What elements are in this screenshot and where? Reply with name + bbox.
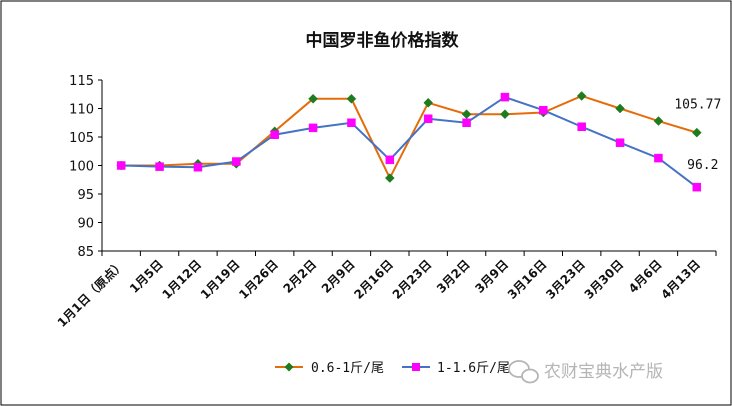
- data-point: [193, 162, 203, 172]
- annotation-label: 105.77: [674, 98, 721, 113]
- watermark-text: 农财宝典水产版: [544, 362, 663, 382]
- data-point: [691, 127, 702, 138]
- series-layer: 105.77 96.2: [116, 91, 721, 192]
- data-point: [155, 162, 164, 171]
- data-point: [539, 105, 548, 115]
- data-point: [576, 91, 587, 101]
- legend-item: 0.6-1斤/尾: [275, 361, 384, 376]
- data-point: [500, 109, 510, 120]
- data-point: [384, 173, 395, 183]
- watermark: 农财宝典水产版: [508, 360, 663, 384]
- chart-title: 中国罗非鱼价格指数: [306, 30, 460, 51]
- data-point: [462, 118, 471, 127]
- y-tick-label: 100: [69, 160, 94, 175]
- data-point: [270, 130, 279, 139]
- legend-marker: [412, 363, 420, 371]
- data-point: [308, 93, 318, 104]
- data-point: [116, 161, 126, 170]
- data-point: [654, 153, 663, 163]
- y-tick-label: 105: [69, 131, 94, 146]
- data-point: [423, 114, 433, 124]
- y-tick-label: 115: [69, 74, 94, 89]
- series-2: [116, 92, 702, 192]
- data-point: [615, 103, 625, 114]
- annotation-label: 96.2: [687, 158, 718, 173]
- y-tick-label: 110: [69, 103, 94, 118]
- data-point: [500, 92, 510, 102]
- data-point: [308, 123, 318, 133]
- y-tick-label: 85: [77, 245, 94, 260]
- wechat-icon: [508, 360, 539, 384]
- data-point: [653, 116, 664, 126]
- legend-item: 1-1.6斤/尾: [402, 361, 510, 376]
- data-point: [346, 93, 357, 104]
- data-point: [385, 155, 395, 165]
- legend: 0.6-1斤/尾 1-1.6斤/尾: [275, 361, 510, 376]
- legend-label: 0.6-1斤/尾: [311, 361, 384, 376]
- data-point: [232, 157, 241, 166]
- data-point: [577, 122, 586, 131]
- y-tick-label: 90: [77, 217, 94, 232]
- data-point: [692, 182, 702, 192]
- data-point: [615, 138, 625, 147]
- series-line: [121, 95, 698, 188]
- legend-marker: [284, 362, 294, 372]
- data-point: [423, 97, 434, 108]
- data-point: [347, 118, 356, 127]
- legend-label: 1-1.6斤/尾: [437, 361, 510, 376]
- y-tick-label: 95: [77, 188, 94, 203]
